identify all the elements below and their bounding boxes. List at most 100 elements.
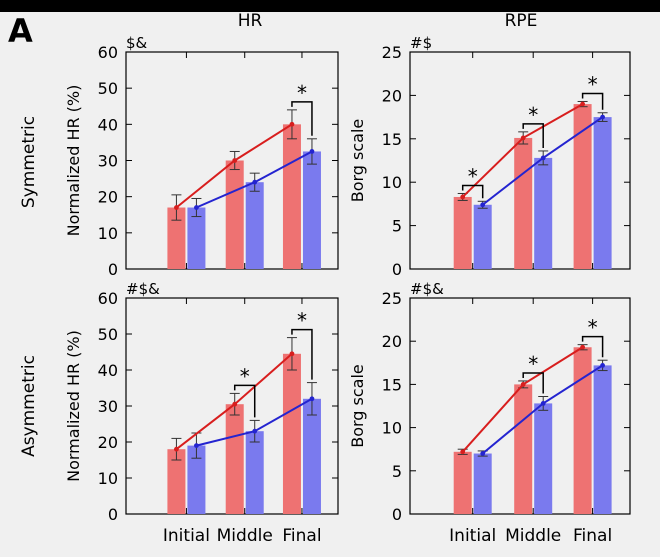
trend-point-blue [480, 451, 486, 456]
chart-panel-sym-hr: 0 10 20 30 40 50 60 Normalized HR (%) $& * [64, 34, 339, 279]
x-category-label: Final [282, 526, 321, 546]
trend-point-red [232, 158, 238, 163]
significance-star: * [528, 352, 538, 376]
trend-point-blue [252, 428, 258, 434]
trend-point-blue [480, 202, 486, 208]
significance-bracket [461, 184, 484, 199]
corner-significance-label: #$& [126, 280, 160, 298]
panel-letter: A [8, 12, 33, 50]
y-tick-label: 5 [392, 462, 402, 481]
y-axis-label: Normalized HR (%) [64, 330, 83, 482]
row-label-symmetric: Symmetric [19, 116, 39, 208]
column-title-hr: HR [238, 11, 263, 31]
y-tick-label: 5 [392, 217, 402, 236]
trend-point-red [289, 351, 295, 357]
trend-point-red [232, 401, 238, 407]
bar-blue-final [593, 365, 612, 514]
x-category-label: Initial [449, 526, 496, 546]
significance-star: * [297, 309, 307, 333]
y-tick-label: 0 [108, 260, 118, 279]
y-tick-label: 50 [98, 325, 118, 344]
significance-bracket [581, 335, 604, 358]
trend-point-blue [194, 205, 199, 210]
trend-point-blue [194, 443, 199, 448]
bar-blue-middle [534, 403, 553, 514]
trend-point-red [174, 205, 179, 210]
y-tick-label: 20 [98, 188, 118, 207]
x-category-label: Final [573, 526, 612, 546]
trend-point-blue [309, 396, 315, 402]
corner-significance-label: $& [126, 34, 148, 52]
y-tick-label: 25 [382, 43, 402, 62]
significance-star: * [240, 364, 250, 388]
bar-red-initial [453, 196, 472, 269]
y-tick-label: 60 [98, 289, 118, 308]
y-axis-label: Normalized HR (%) [64, 85, 83, 237]
trend-point-blue [540, 155, 546, 161]
y-tick-label: 15 [382, 130, 402, 149]
x-category-label: Middle [217, 526, 273, 546]
bar-red-final [573, 347, 592, 514]
y-tick-label: 0 [108, 505, 118, 524]
y-tick-label: 50 [98, 79, 118, 98]
column-title-rpe: RPE [505, 11, 538, 31]
trend-point-blue [600, 114, 605, 120]
y-tick-label: 40 [98, 115, 118, 134]
y-tick-label: 10 [98, 469, 118, 488]
bar-blue-initial [473, 204, 492, 269]
y-tick-label: 60 [98, 43, 118, 62]
trend-point-red [460, 194, 466, 200]
bar-blue-middle [245, 182, 264, 269]
y-tick-label: 0 [392, 260, 402, 279]
y-tick-label: 10 [98, 224, 118, 243]
y-tick-label: 15 [382, 375, 402, 394]
y-axis-label: Borg scale [348, 119, 367, 203]
bar-red-initial [167, 449, 186, 514]
trend-point-red [520, 382, 526, 387]
trend-point-blue [600, 362, 605, 368]
trend-point-red [460, 449, 466, 455]
trend-point-red [174, 446, 179, 452]
bar-blue-final [593, 117, 612, 269]
significance-bracket [522, 123, 544, 148]
bar-blue-middle [534, 157, 553, 269]
chart-panel-asym-hr: 0 10 20 30 40 50 60 Normalized HR (%) #$& * * Initi… [64, 280, 339, 546]
y-tick-label: 0 [392, 505, 402, 524]
bar-red-middle [225, 404, 244, 514]
significance-bracket [581, 92, 604, 110]
trend-point-blue [540, 401, 546, 406]
chart-panel-sym-rpe: 0 5 10 15 20 25 Borg scale #$ * * * [348, 34, 631, 279]
bar-blue-initial [187, 445, 206, 514]
trend-point-blue [309, 149, 315, 154]
bar-red-final [282, 353, 301, 514]
significance-star: * [588, 72, 598, 96]
bar-blue-final [302, 151, 321, 269]
significance-star: * [528, 103, 538, 127]
bar-blue-final [302, 398, 321, 514]
bar-red-middle [514, 384, 533, 514]
bar-red-initial [167, 207, 186, 269]
trend-point-red [580, 101, 585, 107]
y-tick-label: 20 [382, 332, 402, 351]
row-label-asymmetric: Asymmetric [19, 355, 39, 457]
bar-red-middle [514, 137, 533, 269]
significance-bracket [291, 101, 313, 136]
bar-red-final [573, 104, 592, 269]
trend-point-red [520, 135, 526, 141]
top-black-bar [0, 0, 660, 12]
y-tick-label: 20 [98, 433, 118, 452]
y-tick-label: 30 [98, 152, 118, 171]
bar-red-middle [225, 160, 244, 269]
bar-blue-initial [473, 453, 492, 514]
trend-point-blue [252, 179, 258, 185]
x-category-label: Initial [163, 526, 210, 546]
bar-red-final [282, 124, 301, 269]
y-tick-label: 40 [98, 361, 118, 380]
significance-star: * [588, 316, 598, 340]
significance-bracket [233, 384, 256, 418]
bar-blue-middle [245, 431, 264, 514]
significance-bracket [291, 328, 313, 380]
corner-significance-label: #$& [410, 280, 444, 298]
y-tick-label: 10 [382, 173, 402, 192]
